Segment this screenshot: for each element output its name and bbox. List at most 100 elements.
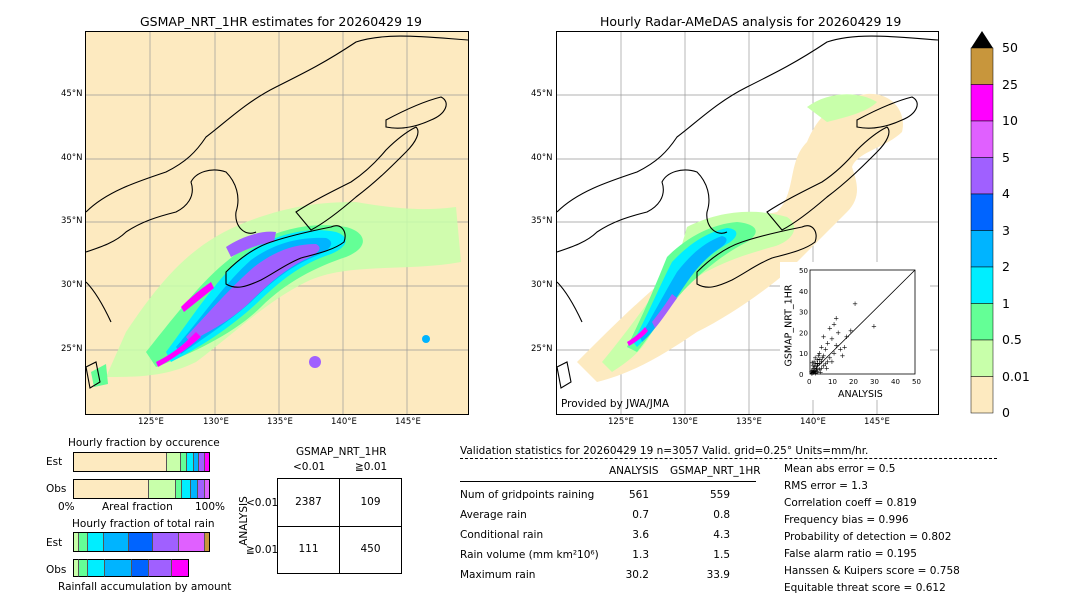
score-line: False alarm ratio = 0.195	[784, 548, 917, 560]
score-line: Correlation coeff = 0.819	[784, 497, 917, 509]
scatter-point: +	[817, 356, 823, 364]
scatter-xtick: 40	[891, 378, 900, 386]
right-map-title: Hourly Radar-AMeDAS analysis for 2026042…	[600, 14, 902, 29]
scatter-ytick: 30	[799, 309, 808, 317]
validation-row-label: Num of gridpoints raining	[460, 489, 595, 501]
right-lat-tick-45: 45°N	[531, 89, 553, 99]
scatter-ytick: 20	[799, 329, 808, 337]
scatter-xtick: 30	[870, 378, 879, 386]
right-lat-tick-40: 40°N	[531, 153, 553, 163]
scatter-yticks: 0 10 20 30 40 50	[799, 267, 808, 379]
colorbar-block	[970, 120, 994, 158]
scatter-point: +	[809, 369, 815, 377]
scatter-point: +	[824, 364, 830, 372]
colorbar-block	[970, 376, 994, 414]
total-rain-title: Hourly fraction of total rain	[72, 518, 215, 530]
total-rain-est-bar	[73, 532, 210, 552]
left-lat-tick-40: 40°N	[61, 153, 83, 163]
right-lon-tick-135: 135°E	[736, 417, 762, 427]
right-lon-tick-125: 125°E	[608, 417, 634, 427]
score-line: RMS error = 1.3	[784, 480, 868, 492]
scatter-ytick: 50	[799, 267, 808, 275]
colorbar-block	[970, 157, 994, 195]
colorbar-label: 10	[1002, 113, 1018, 128]
colorbar	[970, 30, 995, 414]
contingency-col-header-lt: <0.01	[293, 461, 326, 473]
scatter-point: +	[814, 367, 820, 375]
colorbar-block	[970, 303, 994, 341]
scatter-ytick: 0	[799, 371, 803, 379]
scatter-point: +	[809, 359, 815, 367]
scatter-point: +	[833, 314, 839, 322]
scatter-point: +	[810, 369, 816, 377]
scatter-point: +	[816, 365, 822, 373]
right-lon-tick-140: 140°E	[800, 417, 826, 427]
scatter-point: +	[812, 366, 818, 374]
colorbar-label: 0.5	[1002, 332, 1022, 347]
scatter-point: +	[819, 358, 825, 366]
scatter-point: +	[812, 363, 818, 371]
scatter-point: +	[819, 364, 825, 372]
contingency-cell-10: 111	[298, 543, 319, 555]
scatter-point: +	[821, 333, 827, 341]
scatter-xtick: 10	[828, 378, 837, 386]
left-lat-tick-30: 30°N	[61, 280, 83, 290]
scatter-point: +	[814, 362, 820, 370]
score-line: Hanssen & Kuipers score = 0.758	[784, 565, 960, 577]
contingency-cell-11: 450	[360, 543, 381, 555]
scatter-point: +	[812, 367, 818, 375]
scatter-point: +	[814, 365, 820, 373]
validation-row-analysis: 3.6	[632, 529, 649, 541]
left-map-title: GSMAP_NRT_1HR estimates for 20260429 19	[140, 14, 422, 29]
colorbar-label: 25	[1002, 76, 1018, 92]
validation-header-rule	[460, 481, 756, 482]
scatter-points: ++++++++++++ +++++++ +++++++++++++++++++++…	[809, 300, 877, 378]
right-lon-tick-130: 130°E	[672, 417, 698, 427]
scatter-point: +	[827, 325, 833, 333]
occurrence-title: Hourly fraction by occurence	[68, 437, 220, 449]
scatter-point: +	[810, 362, 816, 370]
scatter-point: +	[831, 350, 837, 358]
scatter-point: +	[827, 354, 833, 362]
total-rain-footer: Rainfall accumulation by amount	[58, 581, 232, 593]
contingency-row-header-ge: ≧0.01	[246, 544, 279, 556]
score-line: Equitable threat score = 0.612	[784, 582, 946, 594]
left-coastline	[86, 35, 468, 389]
right-map-panel: Provided by JWA/JMA	[556, 31, 939, 415]
scatter-point: +	[840, 352, 846, 360]
occurrence-est-bar	[73, 452, 210, 472]
left-lat-tick-45: 45°N	[61, 89, 83, 99]
right-map-svg	[557, 32, 938, 414]
occurrence-row-est: Est	[46, 456, 63, 468]
validation-row-label: Maximum rain	[460, 569, 536, 581]
scatter-point: +	[809, 367, 815, 375]
contingency-title: GSMAP_NRT_1HR	[296, 446, 387, 458]
contingency-cell-00: 2387	[295, 496, 322, 508]
scatter-ytick: 10	[799, 350, 808, 358]
left-lon-tick-145: 145°E	[395, 417, 421, 427]
scatter-point: +	[816, 350, 822, 358]
score-line: Mean abs error = 0.5	[784, 463, 896, 475]
left-lat-tick-35: 35°N	[61, 216, 83, 226]
validation-row-gsmap: 33.9	[706, 569, 730, 581]
scatter-point: +	[811, 368, 817, 376]
colorbar-block	[970, 230, 994, 268]
scatter-point: +	[819, 343, 825, 351]
colorbar-label: 5	[1002, 149, 1010, 165]
validation-row-analysis: 30.2	[625, 569, 649, 581]
scatter-point: +	[835, 329, 841, 337]
left-lon-tick-140: 140°E	[331, 417, 357, 427]
scatter-xticks: 0 10 20 30 40 50	[807, 378, 921, 386]
validation-row-label: Rain volume (mm km²10⁶)	[460, 549, 599, 561]
colorbar-block	[970, 47, 994, 85]
contingency-table: 2387 109 111 450	[277, 478, 402, 574]
scatter-point: +	[871, 323, 877, 331]
validation-row-gsmap: 1.5	[713, 549, 730, 561]
validation-row-analysis: 1.3	[632, 549, 649, 561]
left-lon-tick-125: 125°E	[138, 417, 164, 427]
colorbar-label: 2	[1002, 259, 1010, 274]
scatter-xtick: 0	[807, 378, 811, 386]
score-line: Frequency bias = 0.996	[784, 514, 909, 526]
scatter-point: +	[821, 352, 827, 360]
scatter-point: +	[844, 333, 850, 341]
